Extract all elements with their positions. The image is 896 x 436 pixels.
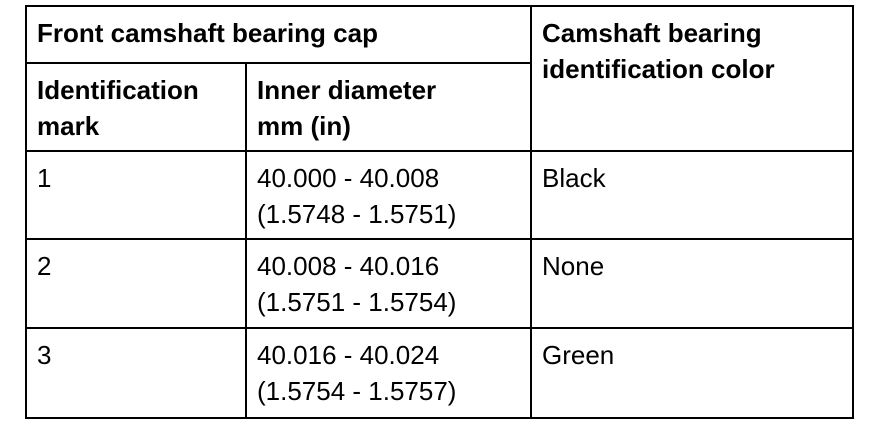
header-text: Inner diameter [257, 75, 437, 105]
cell-text: 1 [37, 163, 52, 193]
header-text: Front camshaft bearing cap [37, 18, 378, 48]
header-row: Front camshaft bearing cap Camshaft bear… [25, 5, 854, 152]
cell: 1 [25, 150, 247, 240]
group-header: Front camshaft bearing cap [25, 5, 532, 64]
cell: Green [530, 327, 854, 419]
cell-text: (1.5748 - 1.5751) [257, 199, 457, 229]
cell: Black [530, 150, 854, 240]
row: 1 40.000 - 40.008 (1.5748 - 1.5751) Black [25, 150, 854, 240]
cell-text: Black [542, 163, 606, 193]
header-text: Camshaft bearing [542, 18, 762, 48]
cell-text: 2 [37, 251, 52, 281]
cell-text: None [542, 251, 605, 281]
color-header: Camshaft bearing identification color [530, 5, 854, 152]
cell-text: Green [542, 340, 615, 370]
spec-table: Front camshaft bearing cap Camshaft bear… [25, 5, 854, 419]
column-header: Inner diameter mm (in) [245, 62, 532, 152]
cell: 3 [25, 327, 247, 419]
row: 2 40.008 - 40.016 (1.5751 - 1.5754) None [25, 238, 854, 329]
header-row: Identification mark Inner diameter mm (i… [25, 62, 853, 152]
cell: 40.008 - 40.016 (1.5751 - 1.5754) [245, 238, 532, 329]
cell: 40.016 - 40.024 (1.5754 - 1.5757) [245, 327, 532, 419]
cell-text: (1.5751 - 1.5754) [257, 287, 457, 317]
header-text: Identification [37, 75, 199, 105]
cell-text: (1.5754 - 1.5757) [257, 376, 457, 406]
header-text: identification color [542, 54, 775, 84]
header-text: mark [37, 111, 100, 141]
cell-text: 3 [37, 340, 52, 370]
header-text: mm (in) [257, 111, 351, 141]
row: 3 40.016 - 40.024 (1.5754 - 1.5757) Green [25, 327, 854, 419]
cell: 2 [25, 238, 247, 329]
cell: 40.000 - 40.008 (1.5748 - 1.5751) [245, 150, 532, 240]
cell-text: 40.000 - 40.008 [257, 163, 440, 193]
cell-text: 40.008 - 40.016 [257, 251, 440, 281]
cell-text: 40.016 - 40.024 [257, 340, 440, 370]
cell: None [530, 238, 854, 329]
column-header: Identification mark [25, 62, 247, 152]
